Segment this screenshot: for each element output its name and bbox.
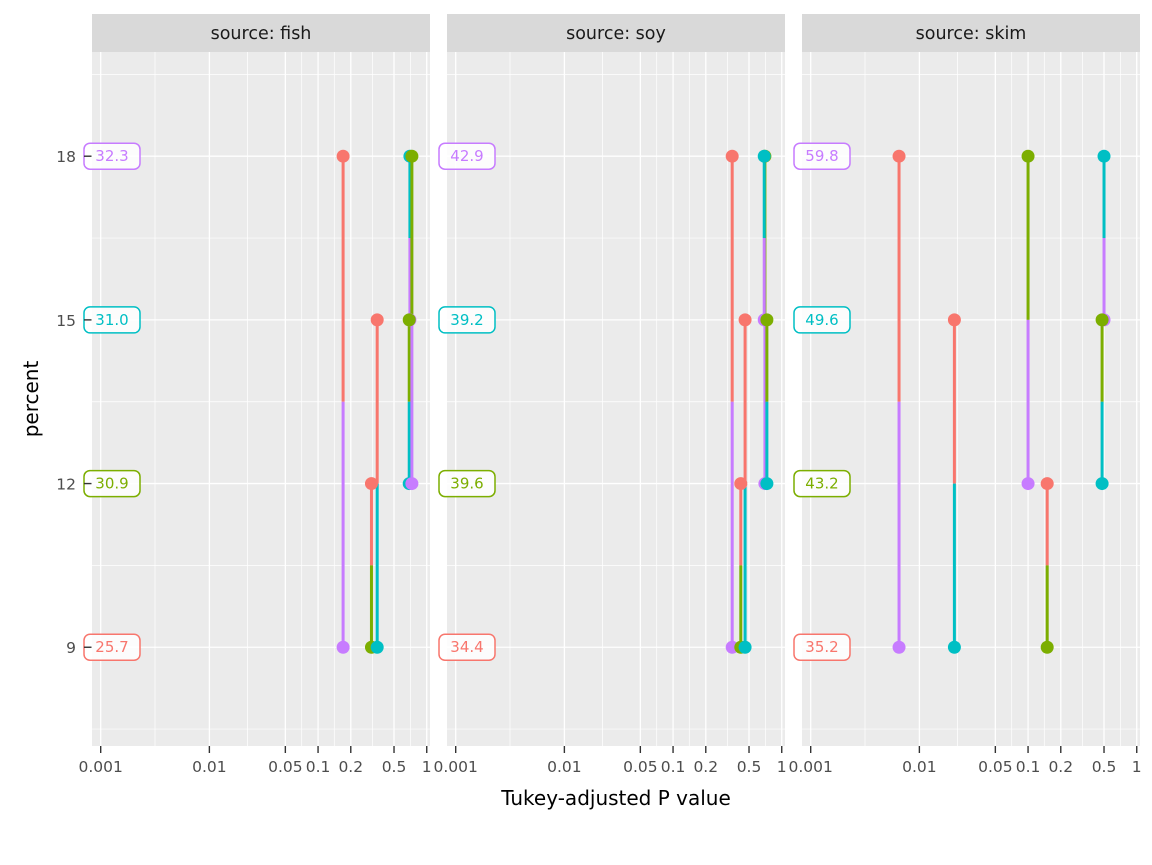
facet-strip [802,14,1140,52]
x-tick-label: 0.2 [1048,758,1073,776]
comparison-dot [892,640,906,654]
emmean-label: 32.3 [95,147,128,165]
facet-strip [447,14,785,52]
x-tick-label: 0.01 [902,758,937,776]
panel-background [92,52,430,746]
x-tick-label: 0.05 [268,758,303,776]
comparison-dot [1040,477,1054,491]
comparison-dot [760,477,774,491]
panel-background [802,52,1140,746]
x-tick-label: 0.1 [661,758,686,776]
emmean-label: 42.9 [450,147,483,165]
emmean-label-box [793,469,851,498]
x-tick-label: 1 [777,758,787,776]
emmean-label-box [793,633,851,661]
emmean-label: 30.9 [95,475,128,493]
comparison-dot [734,477,748,491]
comparison-dot [370,313,384,327]
facet-strip-label: source: soy [566,24,666,44]
comparison-dot [1095,477,1109,491]
emmean-label-box [793,142,851,170]
emmean-label: 59.8 [805,147,838,165]
comparison-dot [738,640,752,654]
y-tick-label: 12 [56,476,76,494]
y-axis-title: percent [19,360,43,438]
x-tick-label: 0.5 [1092,758,1117,776]
facet-strip-label: source: skim [916,24,1027,44]
x-tick-label: 0.001 [789,758,833,776]
panel-background [447,52,785,746]
comparison-dot [757,149,771,163]
comparison-dot [364,477,378,491]
emmean-label: 34.4 [450,638,483,656]
y-tick-label: 15 [56,312,76,330]
emmean-label-box [438,306,496,334]
emmean-label: 39.6 [450,475,483,493]
x-tick-label: 0.05 [623,758,658,776]
x-tick-label: 0.001 [434,758,478,776]
x-tick-label: 0.2 [338,758,363,776]
comparison-dot [405,477,419,491]
x-tick-label: 0.01 [547,758,582,776]
emmean-label: 49.6 [805,311,838,329]
x-tick-label: 0.05 [978,758,1013,776]
comparison-dot [370,640,384,654]
y-tick-label: 18 [56,148,76,166]
x-tick-label: 1 [1132,758,1142,776]
x-axis-title: Tukey-adjusted P value [501,786,731,810]
comparison-dot [1021,149,1035,163]
comparison-dot [760,313,774,327]
comparison-dot [892,149,906,163]
x-tick-label: 0.001 [79,758,123,776]
comparison-dot [1040,640,1054,654]
y-tick-label: 9 [66,639,76,657]
facet-strip [92,14,430,52]
emmean-label: 35.2 [805,638,838,656]
x-tick-label: 0.01 [192,758,227,776]
comparison-dot [1095,313,1109,327]
emmean-label-box [438,142,496,170]
facet-strip-label: source: fish [211,24,312,44]
comparison-dot [947,313,961,327]
emmean-label: 39.2 [450,311,483,329]
emmean-label: 25.7 [95,638,128,656]
comparison-dot [1021,477,1035,491]
emmean-label: 43.2 [805,475,838,493]
comparison-dot [402,313,416,327]
x-tick-label: 0.1 [1016,758,1041,776]
comparison-dot [947,640,961,654]
x-tick-label: 0.5 [737,758,762,776]
emmean-label-box [438,633,496,661]
emmean-label: 31.0 [95,311,128,329]
emmean-label-box [438,469,496,498]
x-tick-label: 0.1 [306,758,331,776]
x-tick-label: 1 [422,758,432,776]
comparison-dot [336,149,350,163]
comparison-dot [1097,149,1111,163]
comparison-dot [738,313,752,327]
comparison-dot [725,149,739,163]
x-tick-label: 0.5 [382,758,407,776]
emmean-label-box [793,306,851,334]
x-tick-label: 0.2 [693,758,718,776]
comparison-dot [405,149,419,163]
comparison-dot [336,640,350,654]
